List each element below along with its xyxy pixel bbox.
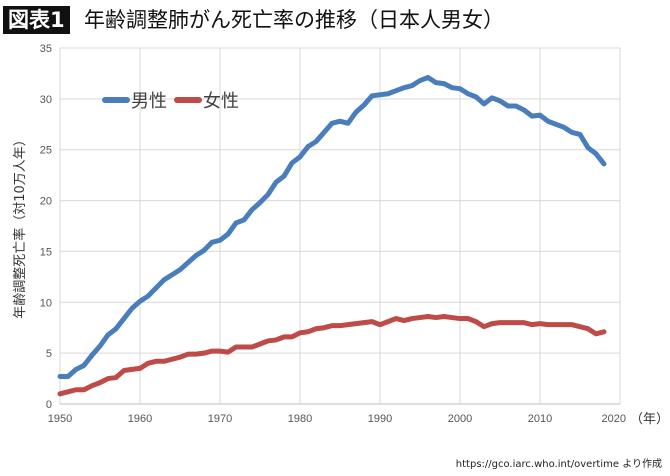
y-tick-label: 25 <box>40 145 52 157</box>
y-tick-label: 30 <box>40 94 52 106</box>
x-tick-label: 1990 <box>368 413 392 425</box>
y-tick-label: 15 <box>40 246 52 258</box>
x-tick-label: 1980 <box>288 413 312 425</box>
x-tick-label: 2010 <box>528 413 552 425</box>
x-tick-label: 1950 <box>48 413 72 425</box>
x-tick-label: 1970 <box>208 413 232 425</box>
x-tick-label: 1960 <box>128 413 152 425</box>
series-line-female <box>57 314 607 397</box>
y-tick-label: 20 <box>40 196 52 208</box>
y-tick-label: 35 <box>40 43 52 55</box>
y-axis-label: 年齢調整死亡率（対10万人年） <box>12 133 28 319</box>
x-tick-label: 2020 <box>602 413 626 425</box>
series-line-male <box>57 74 607 380</box>
y-tick-label: 5 <box>46 348 52 360</box>
y-tick-label: 0 <box>46 399 52 411</box>
figure-badge: 図表1 <box>3 6 70 34</box>
legend-label: 女性 <box>203 91 239 112</box>
y-tick-label: 10 <box>40 297 52 309</box>
source-note: https://gco.iarc.who.int/overtime より作成 <box>455 459 662 470</box>
legend-label: 男性 <box>131 91 167 112</box>
x-axis-label: （年） <box>630 412 669 427</box>
x-tick-label: 2000 <box>448 413 472 425</box>
chart-title: 年齢調整肺がん死亡率の推移（日本人男女） <box>84 8 504 32</box>
